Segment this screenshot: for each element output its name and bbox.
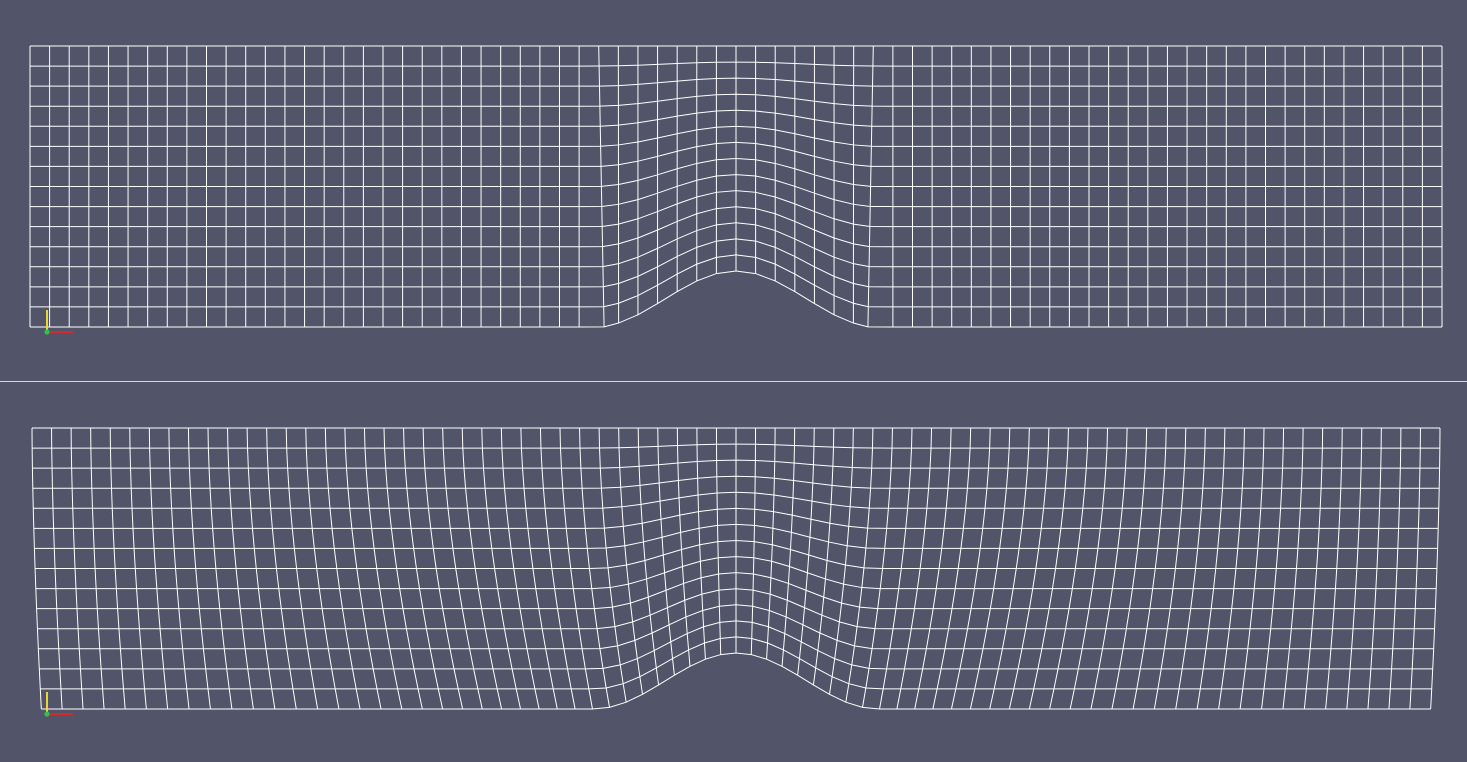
mesh-column-line	[403, 427, 444, 710]
mesh-column-line	[845, 427, 874, 703]
mesh-column-line	[1367, 427, 1382, 710]
mesh-column-line	[989, 427, 1030, 710]
mesh-column-line	[1282, 427, 1304, 710]
mesh-column-line	[1132, 427, 1167, 710]
mesh-column-line	[657, 427, 675, 676]
mesh-column-line	[1153, 427, 1187, 710]
mesh-column-line	[766, 427, 776, 660]
render-view-top[interactable]	[0, 0, 1467, 381]
mesh-column-line	[1430, 427, 1441, 710]
mesh-column-line	[750, 427, 757, 655]
mesh-column-line	[1049, 427, 1089, 710]
mesh-column-line	[950, 427, 991, 710]
mesh-column-line	[879, 427, 913, 710]
viewport-divider[interactable]	[0, 381, 1467, 382]
mesh-column-line	[363, 427, 403, 710]
mesh-column-line	[51, 427, 63, 710]
mesh-wireframe-bottom	[31, 427, 1441, 717]
mesh-column-line	[246, 427, 276, 710]
mesh-column-line	[715, 427, 722, 655]
mesh-column-line	[461, 427, 503, 710]
mesh-column-line	[344, 427, 382, 710]
mesh-wireframe-top	[29, 45, 1443, 335]
mesh-column-line	[1090, 427, 1128, 710]
mesh-column-line	[31, 427, 42, 710]
mesh-column-line	[500, 427, 540, 710]
mesh-column-line	[618, 427, 644, 695]
mesh-column-line	[442, 427, 483, 710]
mesh-column-line	[867, 45, 874, 327]
mesh-column-line	[932, 427, 972, 710]
mesh-column-line	[207, 427, 233, 710]
mesh-column-line	[285, 427, 319, 710]
mesh-column-line	[579, 427, 611, 708]
mesh-column-line	[812, 427, 835, 686]
mesh-column-line	[1303, 427, 1324, 710]
mesh-column-line	[1069, 427, 1109, 710]
mesh-column-line	[227, 427, 254, 710]
mesh-row-line	[30, 270, 1442, 328]
mesh-column-line	[481, 427, 522, 710]
mesh-column-line	[861, 427, 893, 708]
mesh-column-line	[383, 427, 423, 710]
mesh-column-line	[1196, 427, 1226, 710]
z-axis-arrow	[44, 711, 50, 717]
mesh-column-line	[1218, 427, 1245, 710]
mesh-column-line	[422, 427, 464, 710]
mesh-column-line	[109, 427, 126, 710]
mesh-column-line	[781, 427, 796, 667]
mesh-column-line	[1239, 427, 1265, 710]
mesh-column-line	[168, 427, 190, 710]
mesh-column-line	[1346, 427, 1363, 710]
mesh-column-line	[305, 427, 340, 710]
mesh-column-line	[1111, 427, 1148, 710]
mesh-column-line	[520, 427, 558, 710]
mesh-column-line	[828, 427, 854, 695]
render-view-bottom[interactable]	[0, 382, 1467, 762]
mesh-grid-lines-top	[29, 45, 1443, 328]
orientation-axes-triad-top	[44, 310, 73, 335]
mesh-column-line	[187, 427, 211, 710]
mesh-column-line	[148, 427, 169, 710]
mesh-column-line	[559, 427, 593, 710]
mesh-column-line	[676, 427, 691, 667]
mesh-column-line	[598, 45, 605, 327]
mesh-column-line	[129, 427, 147, 710]
mesh-column-line	[90, 427, 105, 710]
mesh-column-line	[539, 427, 576, 710]
z-axis-arrow	[44, 329, 50, 335]
mesh-column-line	[1008, 427, 1050, 710]
mesh-column-line	[598, 427, 627, 703]
mesh-column-line	[1175, 427, 1206, 710]
mesh-column-line	[1261, 427, 1285, 710]
mesh-column-line	[324, 427, 361, 710]
mesh-column-line	[1028, 427, 1069, 710]
mesh-column-line	[1409, 427, 1421, 710]
orientation-axes-triad-bottom	[44, 692, 73, 717]
mesh-column-line	[969, 427, 1011, 710]
mesh-column-line	[1325, 427, 1343, 710]
mesh-column-line	[70, 427, 84, 710]
mesh-column-line	[1388, 427, 1402, 710]
mesh-column-line	[266, 427, 297, 710]
mesh-column-line	[696, 427, 706, 660]
mesh-grid-lines-bottom	[31, 427, 1441, 710]
mesh-column-line	[896, 427, 933, 710]
mesh-column-line	[637, 427, 660, 686]
mesh-column-line	[797, 427, 815, 676]
mesh-column-line	[914, 427, 952, 710]
